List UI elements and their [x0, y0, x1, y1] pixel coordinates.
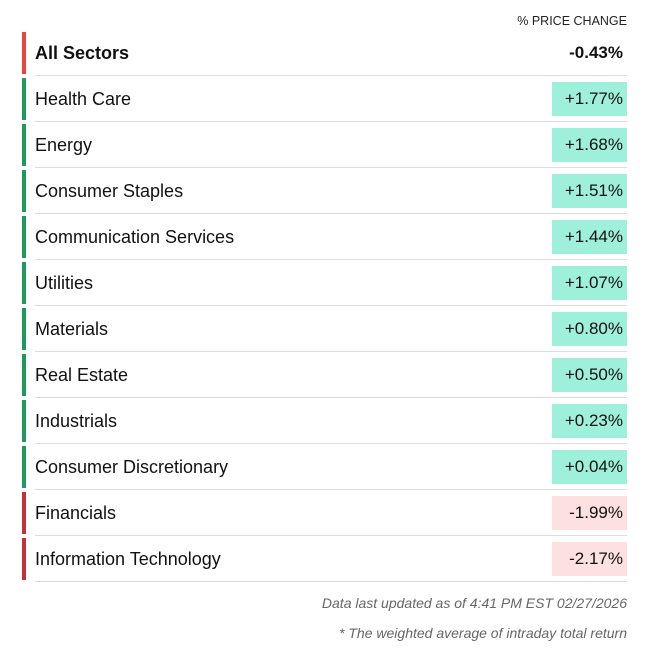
sector-name: Health Care	[35, 89, 132, 109]
sector-name: Consumer Discretionary	[35, 457, 229, 477]
sector-row: Consumer Discretionary +0.04%	[22, 444, 627, 490]
sector-row: Information Technology -2.17%	[22, 536, 627, 582]
sector-name: Energy	[35, 135, 93, 155]
sector-change: +1.77%	[552, 82, 627, 116]
sector-name: Industrials	[35, 411, 118, 431]
sector-row: Consumer Staples +1.51%	[22, 168, 627, 214]
indicator	[22, 354, 26, 396]
sector-name: Materials	[35, 319, 109, 339]
sector-row: Utilities +1.07%	[22, 260, 627, 306]
sector-change: +1.68%	[552, 128, 627, 162]
divider	[35, 259, 627, 260]
sector-name: All Sectors	[35, 43, 130, 63]
indicator	[22, 538, 26, 580]
divider	[35, 213, 627, 214]
sector-change: +0.50%	[552, 358, 627, 392]
sector-change: +1.51%	[552, 174, 627, 208]
sector-name: Information Technology	[35, 549, 221, 569]
sector-row: Financials -1.99%	[22, 490, 627, 536]
sector-row: Materials +0.80%	[22, 306, 627, 352]
updated-note: Data last updated as of 4:41 PM EST 02/2…	[321, 595, 627, 611]
indicator	[22, 216, 26, 258]
sector-name: Financials	[35, 503, 117, 523]
divider	[35, 581, 627, 582]
summary-row: All Sectors -0.43%	[22, 30, 627, 76]
sector-row: Communication Services +1.44%	[22, 214, 627, 260]
sector-row: Industrials +0.23%	[22, 398, 627, 444]
divider	[35, 305, 627, 306]
sector-name: Consumer Staples	[35, 181, 184, 201]
divider	[35, 397, 627, 398]
sector-name: Utilities	[35, 273, 94, 293]
sector-name: Real Estate	[35, 365, 129, 385]
sector-change: +1.44%	[552, 220, 627, 254]
sector-change: +0.23%	[552, 404, 627, 438]
divider	[35, 121, 627, 122]
indicator	[22, 446, 26, 488]
indicator	[22, 78, 26, 120]
sector-name: Communication Services	[35, 227, 235, 247]
footnote: * The weighted average of intraday total…	[339, 625, 627, 641]
indicator	[22, 124, 26, 166]
indicator	[22, 492, 26, 534]
indicator	[22, 400, 26, 442]
sector-change: +1.07%	[552, 266, 627, 300]
divider	[35, 167, 627, 168]
column-label: % PRICE CHANGE	[517, 14, 627, 28]
sector-change: -1.99%	[552, 496, 627, 530]
indicator	[22, 170, 26, 212]
sector-row: Health Care +1.77%	[22, 76, 627, 122]
sector-change: +0.04%	[552, 450, 627, 484]
indicator	[22, 32, 26, 74]
sector-change: +0.80%	[552, 312, 627, 346]
divider	[35, 535, 627, 536]
divider	[35, 443, 627, 444]
indicator	[22, 308, 26, 350]
sector-change: -0.43%	[569, 43, 623, 62]
sector-row: Real Estate +0.50%	[22, 352, 627, 398]
divider	[35, 351, 627, 352]
divider	[35, 489, 627, 490]
indicator	[22, 262, 26, 304]
sector-change: -2.17%	[552, 542, 627, 576]
sector-row: Energy +1.68%	[22, 122, 627, 168]
divider	[35, 75, 627, 76]
